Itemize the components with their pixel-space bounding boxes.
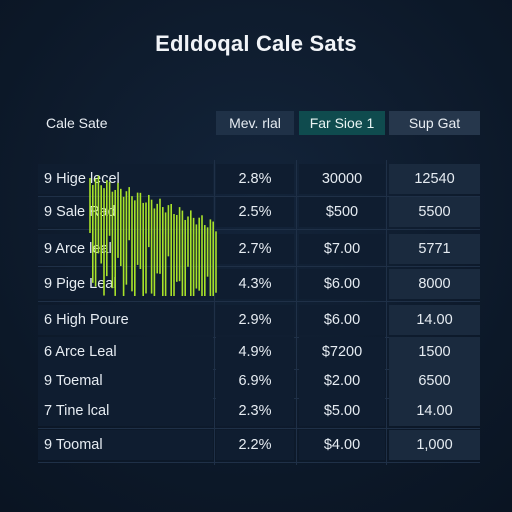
row-total: 6500 (389, 366, 480, 396)
row-total: 1500 (389, 337, 480, 367)
row-total: 5771 (389, 234, 480, 264)
row-name: 7 Tine lcal (38, 396, 213, 426)
row-divider (38, 428, 480, 429)
row-metric: 2.7% (216, 234, 294, 264)
column-divider (214, 160, 215, 465)
row-divider (38, 196, 480, 197)
data-table: Cale Sate Mev. rlal Far Sioe 1 Sup Gat 9… (38, 0, 488, 512)
row-divider (38, 462, 480, 463)
row-metric: 2.5% (216, 197, 294, 227)
column-header-name[interactable]: Cale Sate (46, 115, 108, 131)
row-metric: 2.2% (216, 430, 294, 460)
row-name: 9 Arce leal (38, 234, 213, 264)
row-divider (38, 229, 480, 230)
row-metric: 2.3% (216, 396, 294, 426)
row-price: $6.00 (299, 305, 385, 335)
row-name: 9 Sale Rad (38, 197, 213, 227)
row-total: 5500 (389, 197, 480, 227)
row-price: $5.00 (299, 396, 385, 426)
column-header-total[interactable]: Sup Gat (389, 111, 480, 135)
row-name: 6 Arce Leal (38, 337, 213, 367)
row-price: $500 (299, 197, 385, 227)
row-metric: 4.3% (216, 269, 294, 299)
row-name: 9 Hige lecel (38, 164, 213, 194)
row-name: 9 Pige Leal (38, 269, 213, 299)
row-total: 14.00 (389, 396, 480, 426)
column-divider (386, 160, 387, 465)
row-total: 12540 (389, 164, 480, 194)
sparkline-chart (89, 175, 217, 296)
page-title: Edldoqal Cale Sats (155, 31, 357, 56)
column-header-metric[interactable]: Mev. rlal (216, 111, 294, 135)
row-name: 9 Toomal (38, 430, 213, 460)
row-name: 6 High Poure (38, 305, 213, 335)
row-price: $6.00 (299, 269, 385, 299)
row-name: 9 Toemal (38, 366, 213, 396)
row-metric: 4.9% (216, 337, 294, 367)
row-price: $7200 (299, 337, 385, 367)
row-metric: 6.9% (216, 366, 294, 396)
row-divider (38, 266, 480, 267)
row-metric: 2.8% (216, 164, 294, 194)
row-total: 14.00 (389, 305, 480, 335)
row-metric: 2.9% (216, 305, 294, 335)
row-price: 30000 (299, 164, 385, 194)
row-total: 8000 (389, 269, 480, 299)
column-header-price[interactable]: Far Sioe 1 (299, 111, 385, 135)
row-total: 1,000 (389, 430, 480, 460)
row-price: $4.00 (299, 430, 385, 460)
row-divider (38, 301, 480, 302)
column-divider (296, 160, 297, 465)
row-price: $2.00 (299, 366, 385, 396)
row-price: $7.00 (299, 234, 385, 264)
